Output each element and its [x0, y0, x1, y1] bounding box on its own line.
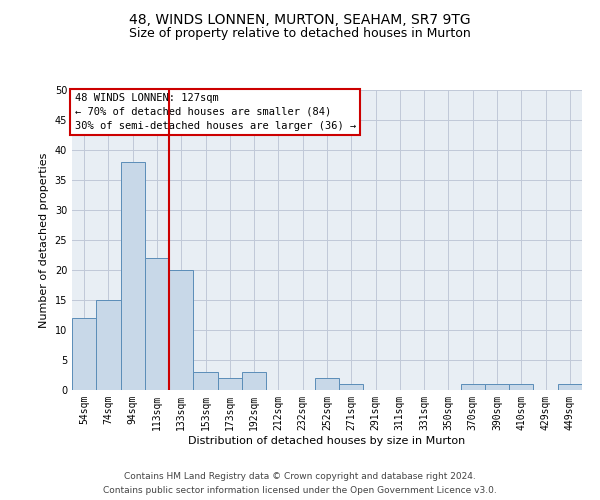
Bar	[72, 318, 96, 390]
Bar	[558, 384, 582, 390]
Bar	[96, 300, 121, 390]
Bar	[193, 372, 218, 390]
X-axis label: Distribution of detached houses by size in Murton: Distribution of detached houses by size …	[188, 436, 466, 446]
Y-axis label: Number of detached properties: Number of detached properties	[39, 152, 49, 328]
Bar	[315, 378, 339, 390]
Bar	[461, 384, 485, 390]
Bar	[339, 384, 364, 390]
Bar	[169, 270, 193, 390]
Text: Size of property relative to detached houses in Murton: Size of property relative to detached ho…	[129, 28, 471, 40]
Bar	[121, 162, 145, 390]
Bar	[218, 378, 242, 390]
Bar	[509, 384, 533, 390]
Text: 48, WINDS LONNEN, MURTON, SEAHAM, SR7 9TG: 48, WINDS LONNEN, MURTON, SEAHAM, SR7 9T…	[129, 12, 471, 26]
Bar	[242, 372, 266, 390]
Text: Contains HM Land Registry data © Crown copyright and database right 2024.: Contains HM Land Registry data © Crown c…	[124, 472, 476, 481]
Text: 48 WINDS LONNEN: 127sqm
← 70% of detached houses are smaller (84)
30% of semi-de: 48 WINDS LONNEN: 127sqm ← 70% of detache…	[74, 93, 356, 131]
Text: Contains public sector information licensed under the Open Government Licence v3: Contains public sector information licen…	[103, 486, 497, 495]
Bar	[485, 384, 509, 390]
Bar	[145, 258, 169, 390]
